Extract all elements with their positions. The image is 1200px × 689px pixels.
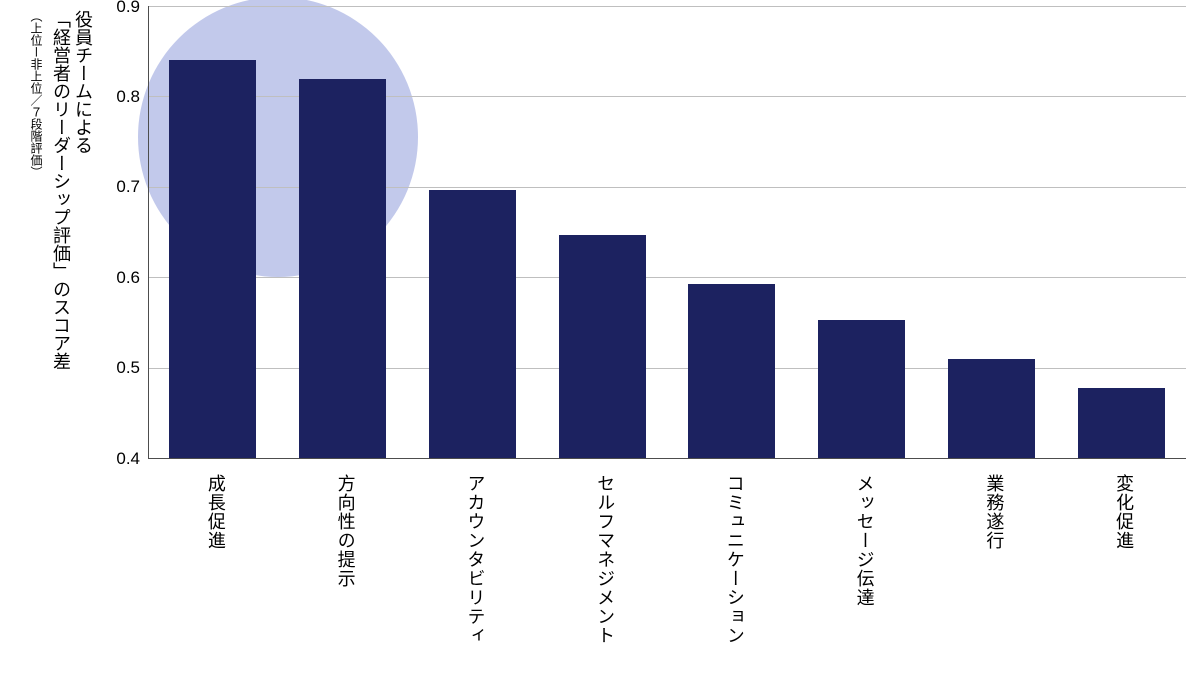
y-tick-label: 0.7	[100, 177, 140, 197]
x-category-label: セルフマネジメント	[592, 474, 618, 645]
bar	[169, 60, 256, 458]
bar	[299, 79, 386, 458]
y-tick-label: 0.8	[100, 87, 140, 107]
x-category-label: コミュニケーション	[722, 474, 748, 645]
bar	[1078, 388, 1165, 458]
bar	[818, 320, 905, 458]
x-axis-line	[148, 458, 1186, 459]
x-category-label: 変化促進	[1111, 474, 1137, 550]
x-category-label: 業務遂行	[981, 474, 1007, 550]
y-tick-label: 0.6	[100, 268, 140, 288]
y-tick-label: 0.5	[100, 358, 140, 378]
bar	[559, 235, 646, 458]
y-axis-line	[148, 6, 149, 458]
y-tick-label: 0.9	[100, 0, 140, 17]
bar	[429, 190, 516, 458]
y-tick-label: 0.4	[100, 449, 140, 469]
chart-area: 0.4 0.5 0.6 0.7 0.8 0.9 成長促進 方向性の提示 アカウンタビリティ セルフ…	[0, 0, 1200, 689]
grid-line	[148, 6, 1186, 7]
x-category-label: 成長促進	[203, 474, 229, 550]
x-category-label: アカウンタビリティ	[462, 474, 488, 645]
y-axis-subtitle: （上位ー非上位／７段階評価）	[28, 10, 45, 178]
x-category-label: メッセージ伝達	[852, 474, 878, 607]
x-category-label: 方向性の提示	[333, 474, 359, 588]
y-axis-title-line2: 「経営者のリーダーシップ評価」のスコア差	[48, 10, 74, 370]
bar	[688, 284, 775, 458]
bar	[948, 359, 1035, 458]
